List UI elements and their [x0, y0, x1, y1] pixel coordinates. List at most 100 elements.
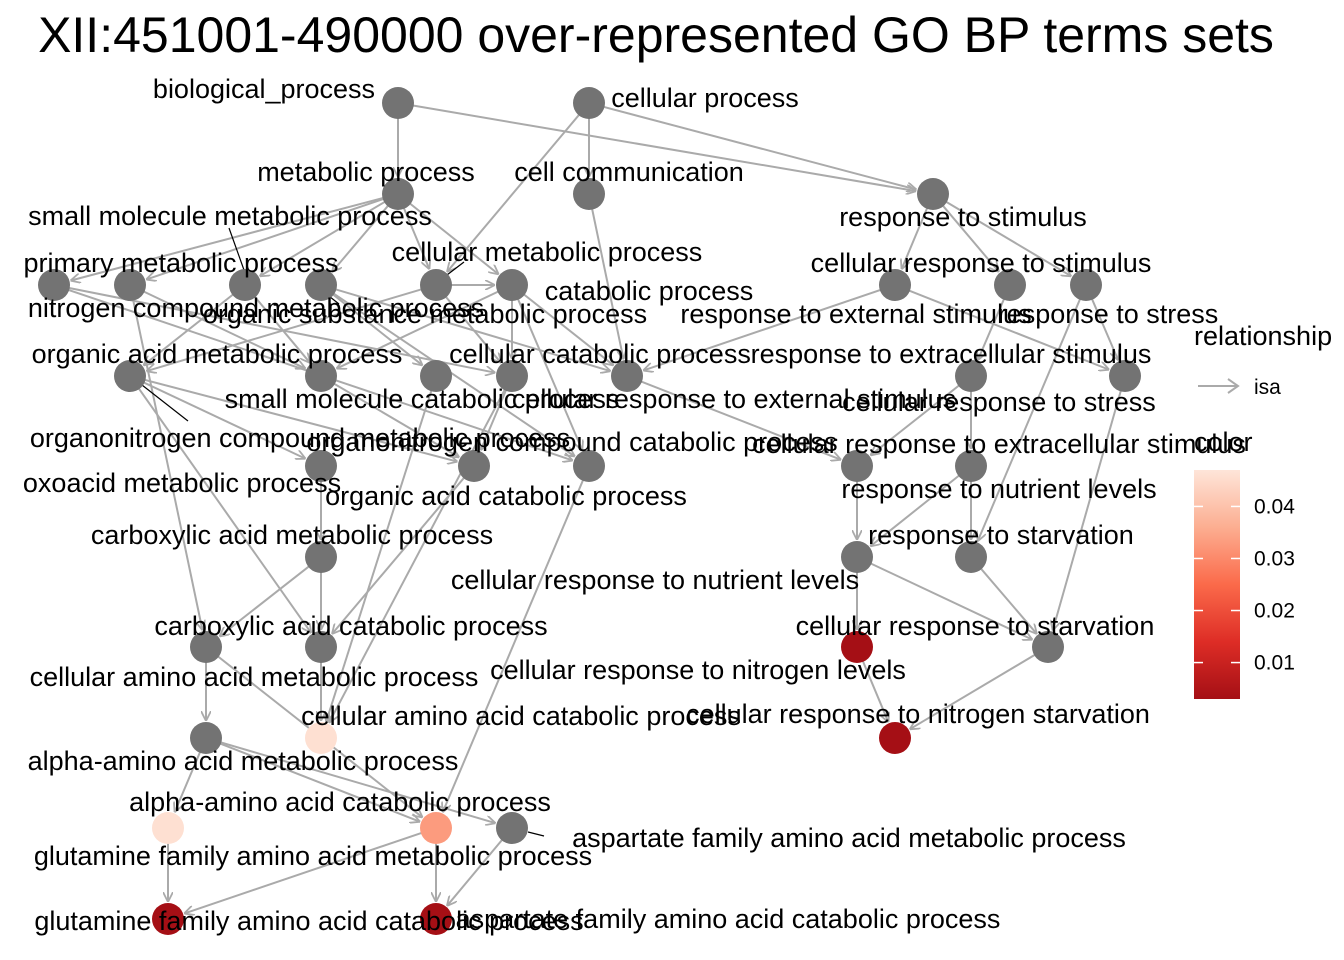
node-label-cellular-process: cellular process	[611, 83, 799, 113]
node-cellular-catabolic-process	[496, 360, 528, 392]
edge-primary_metabolic_process-to-small_molecule_catabolic_process	[132, 285, 306, 368]
edge-cellular_response_to_stimulus-to-cellular_response_to_stress	[897, 285, 1109, 370]
edge-organonitrogen_compound_catabolic_process-to-alpha_amino_acid_catabolic_process	[443, 468, 589, 812]
node-organic-acid-metabolic-process	[114, 360, 146, 392]
node-carboxylic-acid-catabolic-process	[305, 631, 337, 663]
edge-biological_process-to-response_to_stimulus	[400, 102, 916, 192]
color-scale-ticks: 0.04 0.03 0.02 0.01	[1194, 495, 1295, 675]
node-response-to-external-stimulus	[994, 269, 1026, 301]
edge-catabolic_process-to-small_molecule_catabolic_process	[336, 285, 510, 368]
edge-cell_communication-to-cellular_response_to_external_stimulus	[588, 196, 624, 359]
node-label-alpha-amino-acid-catabolic-process: alpha-amino acid catabolic process	[129, 787, 551, 817]
node-label-glutamine-family-amino-acid-metabolic-process: glutamine family amino acid metabolic pr…	[34, 841, 592, 871]
node-primary-metabolic-process	[114, 269, 146, 301]
edge-metabolic_process-to-catabolic_process	[399, 195, 499, 274]
node-label-response-to-starvation: response to starvation	[868, 520, 1134, 550]
legend-relationship-title: relationship	[1194, 321, 1332, 351]
node-label-catabolic-process: catabolic process	[545, 276, 754, 306]
node-organonitrogen-compound-metabolic-process	[420, 360, 452, 392]
edge-response_to_stress-to-cellular_response_to_stress	[1086, 287, 1118, 360]
edge-cellular_process-to-cellular_metabolic_process	[447, 104, 588, 272]
node-label-organic-acid-catabolic-process: organic acid catabolic process	[325, 481, 687, 511]
node-cellular-amino-acid-catabolic-process	[305, 722, 337, 754]
edge-cellular_response_to_starvation-to-cellular_response_to_nitrogen_starvation	[910, 647, 1046, 730]
node-cellular-response-to-external-stimulus	[611, 360, 643, 392]
node-label-cellular-response-to-stimulus: cellular response to stimulus	[811, 248, 1152, 278]
edge-organic_acid_metabolic_process-to-organic_acid_catabolic_process	[132, 375, 457, 462]
node-cellular-response-to-nutrient-levels	[841, 541, 873, 573]
arrow-right-icon	[1198, 378, 1240, 394]
node-label-cellular-response-to-extracellular-stimulus: cellular response to extracellular stimu…	[752, 429, 1246, 459]
edge-organonitrogen_compound_metabolic_process-to-cellular_amino_acid_catabolic_process	[326, 378, 436, 722]
node-label-aspartate-family-amino-acid-metabolic-process: aspartate family amino acid metabolic pr…	[572, 823, 1126, 853]
node-cellular-response-to-nitrogen-levels	[841, 631, 873, 663]
node-label-primary-metabolic-process: primary metabolic process	[23, 248, 338, 278]
edge-response_to_stimulus-to-cellular_response_to_stimulus	[902, 196, 933, 269]
node-label-cellular-catabolic-process: cellular catabolic process	[449, 339, 751, 369]
node-label-aspartate-family-amino-acid-catabolic-process: aspartate family amino acid catabolic pr…	[456, 904, 1001, 934]
node-label-cellular-metabolic-process: cellular metabolic process	[392, 237, 703, 267]
node-label-biological-process: biological_process	[153, 74, 375, 104]
node-nitrogen-compound-metabolic-process	[38, 269, 70, 301]
edge-catabolic_process-to-cellular_response_to_external_stimulus	[513, 286, 614, 365]
node-cellular-response-to-starvation	[1032, 631, 1064, 663]
node-biological-process	[382, 87, 414, 119]
node-label-small-molecule-catabolic-process: small molecule catabolic process	[225, 384, 620, 414]
node-label-organonitrogen-compound-metabolic-process: organonitrogen compound metabolic proces…	[30, 423, 570, 453]
color-tick-label: 0.04	[1254, 495, 1295, 518]
node-aspartate-family-amino-acid-metabolic-process	[496, 812, 528, 844]
node-label-carboxylic-acid-catabolic-process: carboxylic acid catabolic process	[154, 611, 547, 641]
node-label-alpha-amino-acid-metabolic-process: alpha-amino acid metabolic process	[28, 746, 459, 776]
node-oxoacid-metabolic-process	[305, 450, 337, 482]
node-label-cellular-response-to-starvation: cellular response to starvation	[796, 611, 1155, 641]
node-label-carboxylic-acid-metabolic-process: carboxylic acid metabolic process	[91, 520, 493, 550]
node-label-organic-acid-metabolic-process: organic acid metabolic process	[32, 339, 403, 369]
node-cellular-response-to-stimulus	[879, 269, 911, 301]
node-aspartate-family-amino-acid-catabolic-process	[420, 903, 452, 935]
node-response-to-extracellular-stimulus	[955, 360, 987, 392]
node-label-organonitrogen-compound-catabolic-process: organonitrogen compound catabolic proces…	[306, 427, 837, 457]
edge-cellular_response_to_stress-to-cellular_response_to_starvation	[1053, 378, 1126, 631]
color-tick-label: 0.03	[1254, 547, 1295, 570]
label-leader-line	[228, 227, 245, 271]
node-catabolic-process	[496, 269, 528, 301]
node-small-molecule-metabolic-process	[229, 269, 261, 301]
edge-alpha_amino_acid_metabolic_process-to-alpha_amino_acid_catabolic_process	[208, 738, 420, 822]
node-organic-acid-catabolic-process	[458, 450, 490, 482]
node-response-to-stress	[1070, 269, 1102, 301]
node-label-cellular-response-to-nitrogen-starvation: cellular response to nitrogen starvation	[686, 699, 1150, 729]
label-leader-line	[527, 831, 545, 837]
edge-catabolic_process-to-organonitrogen_compound_catabolic_process	[512, 287, 582, 450]
node-label-cellular-response-to-nutrient-levels: cellular response to nutrient levels	[451, 565, 859, 595]
node-organonitrogen-compound-catabolic-process	[573, 450, 605, 482]
legend: relationship isa color 0.04 0.03 0.02 0.01	[1194, 321, 1332, 699]
edge-cellular_response_to_stimulus-to-cellular_response_to_external_stimulus	[643, 285, 893, 371]
edge-cellular_response_to_nitrogen_levels-to-cellular_response_to_nitrogen_starvation	[857, 649, 888, 722]
node-alpha-amino-acid-catabolic-process	[420, 812, 452, 844]
node-cellular-amino-acid-metabolic-process	[190, 631, 222, 663]
node-response-to-nutrient-levels	[955, 450, 987, 482]
node-label-glutamine-family-amino-acid-catabolic-process: glutamine family amino acid catabolic pr…	[34, 906, 583, 936]
graph-title: XII:451001-490000 over-represented GO BP…	[38, 7, 1274, 63]
color-tick-label: 0.02	[1254, 600, 1295, 623]
edge-response_to_stimulus-to-response_to_stress	[935, 194, 1072, 277]
label-leader-line	[141, 384, 189, 422]
node-cellular-response-to-extracellular-stimulus	[841, 450, 873, 482]
edge-organic_substance_metabolic_process-to-organonitrogen_compound_metabolic_process	[322, 286, 423, 365]
edge-carboxylic_acid_metabolic_process-to-cellular_amino_acid_metabolic_process	[219, 558, 320, 637]
edge-cellular_response_to_nutrient_levels-to-cellular_response_to_starvation	[859, 557, 1033, 639]
edge-small_molecule_catabolic_process-to-organic_acid_catabolic_process	[323, 376, 460, 458]
node-small-molecule-catabolic-process	[305, 360, 337, 392]
node-cell-communication	[573, 178, 605, 210]
node-metabolic-process	[382, 178, 414, 210]
node-label-cellular-response-to-external-stimulus: cellular response to external stimulus	[512, 384, 956, 414]
node-layer	[38, 87, 1141, 935]
edge-metabolic_process-to-small_molecule_metabolic_process	[260, 194, 396, 277]
legend-relationship-isa: isa	[1254, 376, 1281, 399]
edge-small_molecule_metabolic_process-to-small_molecule_catabolic_process	[246, 286, 310, 362]
node-glutamine-family-amino-acid-catabolic-process	[152, 903, 184, 935]
node-cellular-process	[573, 87, 605, 119]
edge-response_to_nutrient_levels-to-cellular_response_to_nutrient_levels	[870, 467, 970, 546]
edge-aspartate_family_amino_acid_metabolic_process-to-aspartate_family_amino_acid_catabolic_process	[447, 829, 511, 905]
